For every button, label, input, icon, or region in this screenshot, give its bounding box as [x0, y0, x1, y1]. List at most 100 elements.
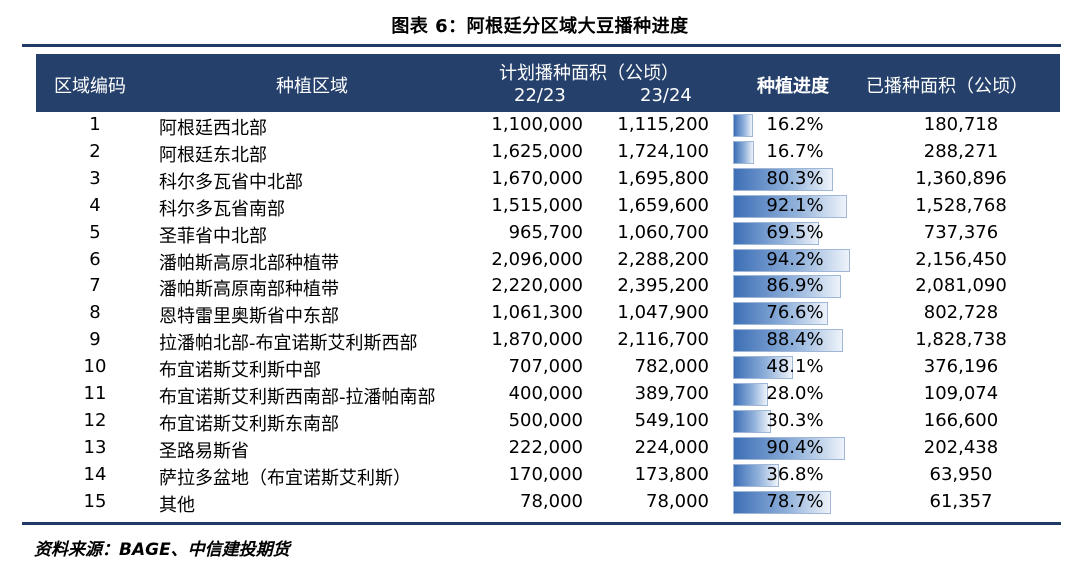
plan-2223-cell: 1,100,000 [491, 114, 583, 135]
progress-cell: 86.9% [766, 275, 824, 297]
sown-area-cell: 376,196 [923, 356, 999, 378]
region-code-cell: 8 [89, 302, 101, 324]
progress-bar [733, 248, 850, 272]
plan-2324-cell: 78,000 [646, 490, 709, 512]
plan-2324-cell: 2,288,200 [617, 248, 709, 270]
region-code-cell: 1 [89, 114, 101, 135]
progress-bar [733, 436, 846, 460]
table-row: 14 萨拉多盆地（布宜诺斯艾利斯） 170,000 173,800 36.8% 63,95… [36, 462, 1060, 489]
progress-bar [733, 194, 848, 218]
table-row: 6 潘帕斯高原北部种植带 2,096,000 2,288,200 94.2% 2,156,… [36, 247, 1060, 274]
sown-area-cell: 180,718 [923, 114, 999, 135]
bottom-rule [22, 522, 1061, 525]
plan-2324-cell: 2,395,200 [617, 275, 709, 297]
header-code: 区域编码 [54, 76, 126, 97]
plan-2324-cell: 1,115,200 [617, 114, 709, 135]
plan-2223-cell: 1,670,000 [491, 167, 583, 189]
table-row: 9 拉潘帕北部-布宜诺斯艾利斯西部 1,870,000 2,116,700 88.4% 1… [36, 327, 1060, 354]
region-name-cell: 布宜诺斯艾利斯东南部 [159, 413, 339, 435]
progress-cell: 30.3% [766, 409, 824, 431]
region-code-cell: 10 [83, 356, 107, 378]
plan-2223-cell: 1,515,000 [491, 194, 583, 216]
table-row: 3 科尔多瓦省中北部 1,670,000 1,695,800 80.3% 1,360,89… [36, 166, 1060, 193]
plan-2324-cell: 224,000 [634, 436, 709, 458]
header-plan-group: 计划播种面积（公顷） [499, 63, 679, 84]
plan-2223-cell: 78,000 [520, 490, 583, 512]
progress-cell: 16.2% [766, 114, 824, 135]
sown-area-cell: 1,360,896 [915, 167, 1007, 189]
progress-cell: 76.6% [766, 302, 824, 324]
top-rule [22, 44, 1061, 47]
sown-area-cell: 2,156,450 [915, 248, 1007, 270]
table-row: 7 潘帕斯高原南部种植带 2,220,000 2,395,200 86.9% 2,081,… [36, 273, 1060, 300]
plan-2223-cell: 965,700 [508, 221, 583, 243]
region-code-cell: 13 [83, 436, 107, 458]
progress-cell: 94.2% [766, 248, 824, 270]
sown-area-cell: 202,438 [923, 436, 999, 458]
header-progress: 种植进度 [757, 76, 829, 97]
progress-bar [733, 356, 793, 380]
plan-2223-cell: 170,000 [508, 463, 583, 485]
table-row: 10 布宜诺斯艾利斯中部 707,000 782,000 48.1% 376,196 [36, 354, 1060, 381]
region-name-cell: 拉潘帕北部-布宜诺斯艾利斯西部 [159, 333, 418, 355]
plan-2324-cell: 173,800 [634, 463, 709, 485]
plan-2324-cell: 1,659,600 [617, 194, 709, 216]
plan-2223-cell: 2,220,000 [491, 275, 583, 297]
table-title: 图表 6：阿根廷分区域大豆播种进度 [391, 16, 689, 37]
sown-area-cell: 1,828,738 [915, 329, 1007, 351]
plan-2324-cell: 1,047,900 [617, 302, 709, 324]
sown-area-cell: 802,728 [923, 302, 999, 324]
progress-bar [733, 490, 831, 514]
progress-bar [733, 140, 754, 164]
region-code-cell: 12 [83, 409, 107, 431]
table-row: 15 其他 78,000 78,000 78.7% 61,357 [36, 489, 1060, 516]
plan-2223-cell: 1,870,000 [491, 329, 583, 351]
progress-bar [733, 275, 841, 299]
region-code-cell: 4 [89, 194, 101, 216]
sown-area-cell: 737,376 [923, 221, 999, 243]
sown-area-cell: 166,600 [923, 409, 999, 431]
sown-area-cell: 109,074 [923, 383, 999, 404]
region-code-cell: 3 [89, 167, 101, 189]
table-row: 2 阿根廷东北部 1,625,000 1,724,100 16.7% 288,271 [36, 139, 1060, 166]
plan-2324-cell: 2,116,700 [617, 329, 709, 351]
progress-bar [733, 329, 843, 353]
progress-cell: 69.5% [766, 221, 824, 243]
plan-2223-cell: 400,000 [508, 383, 583, 404]
region-name-cell: 恩特雷里奥斯省中东部 [159, 306, 339, 328]
region-code-cell: 6 [89, 248, 101, 270]
plan-2324-cell: 1,724,100 [617, 140, 709, 162]
region-code-cell: 5 [89, 221, 101, 243]
sown-area-cell: 63,950 [929, 463, 993, 485]
sown-area-cell: 1,528,768 [915, 194, 1007, 216]
progress-bar [733, 221, 820, 245]
table-header: 区域编码 种植区域 计划播种面积（公顷） 22/23 23/24 种植进度 已播… [36, 54, 1060, 112]
region-name-cell: 阿根廷东北部 [159, 144, 267, 166]
table-row: 13 圣路易斯省 222,000 224,000 90.4% 202,438 [36, 435, 1060, 462]
sown-area-cell: 61,357 [929, 490, 993, 512]
plan-2324-cell: 1,695,800 [617, 167, 709, 189]
table-row: 11 布宜诺斯艾利斯西南部-拉潘帕南部 400,000 389,700 28.0% 109… [36, 381, 1060, 408]
plan-2324-cell: 549,100 [634, 409, 709, 431]
region-code-cell: 7 [89, 275, 101, 297]
plan-2324-cell: 1,060,700 [617, 221, 709, 243]
table-row: 4 科尔多瓦省南部 1,515,000 1,659,600 92.1% 1,528,768 [36, 193, 1060, 220]
progress-cell: 80.3% [766, 167, 824, 189]
plan-2223-cell: 222,000 [508, 436, 583, 458]
plan-2223-cell: 1,625,000 [491, 140, 583, 162]
progress-bar [733, 409, 771, 433]
header-area: 种植区域 [276, 76, 348, 97]
table-row: 1 阿根廷西北部 1,100,000 1,115,200 16.2% 180,718 [36, 112, 1060, 139]
plan-2223-cell: 707,000 [508, 356, 583, 378]
progress-bar [733, 463, 779, 487]
plan-2223-cell: 500,000 [508, 409, 583, 431]
region-name-cell: 其他 [159, 494, 195, 516]
plan-2223-cell: 1,061,300 [491, 302, 583, 324]
plan-2324-cell: 782,000 [634, 356, 709, 378]
progress-cell: 36.8% [766, 463, 824, 485]
progress-cell: 48.1% [766, 356, 824, 378]
header-plan-22: 22/23 [514, 85, 566, 106]
plan-2324-cell: 389,700 [634, 383, 709, 404]
region-code-cell: 15 [83, 490, 107, 512]
region-name-cell: 圣路易斯省 [159, 440, 249, 462]
